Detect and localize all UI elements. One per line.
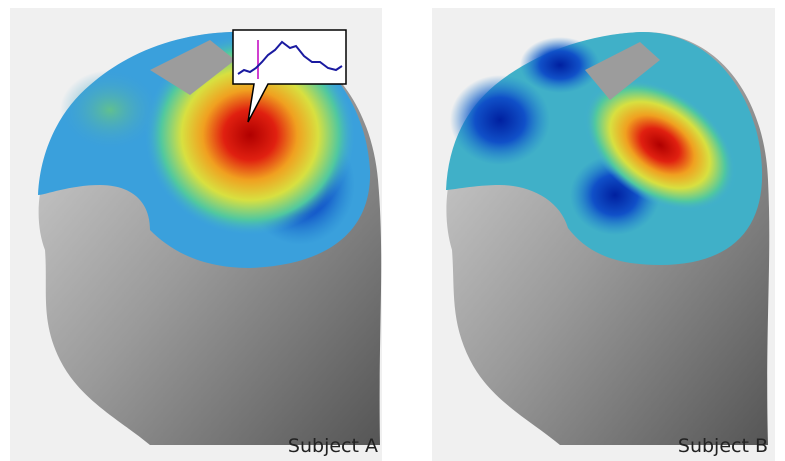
page: Subject A Subject B (() => { const data …: [0, 0, 785, 461]
cold-spot: [520, 37, 600, 93]
panel-a: Subject A: [10, 8, 382, 461]
panel-label: Subject B: [678, 435, 768, 457]
panel-b: Subject B: [432, 8, 775, 461]
warm-area: [60, 70, 160, 150]
panel-label: Subject A: [288, 435, 378, 457]
figure: Subject A Subject B: [0, 0, 785, 461]
cold-spot: [450, 75, 550, 165]
